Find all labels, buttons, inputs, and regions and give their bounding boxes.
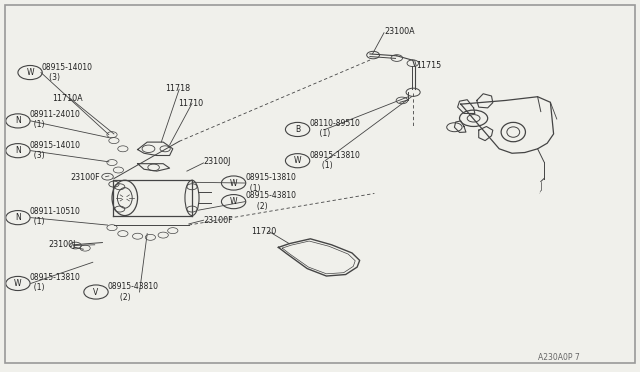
Text: 08915-13810
     (1): 08915-13810 (1) (310, 151, 360, 170)
Text: B: B (295, 125, 300, 134)
Text: 11710: 11710 (178, 99, 203, 108)
Text: 08110-89510
    (1): 08110-89510 (1) (310, 119, 360, 138)
Text: 11715: 11715 (416, 61, 441, 70)
Text: 23100J: 23100J (48, 240, 76, 249)
Text: W: W (294, 156, 301, 165)
Text: W: W (14, 279, 22, 288)
Text: 08915-13810
  (1): 08915-13810 (1) (29, 273, 80, 292)
Text: 08915-43810
     (2): 08915-43810 (2) (245, 191, 296, 211)
Text: 08915-14010
  (3): 08915-14010 (3) (29, 141, 81, 160)
Text: 23100F: 23100F (70, 173, 100, 182)
Text: 11718: 11718 (165, 84, 190, 93)
Text: 08915-43810
     (2): 08915-43810 (2) (108, 282, 159, 302)
Text: 23100A: 23100A (384, 27, 415, 36)
Text: 08915-14010
   (3): 08915-14010 (3) (42, 63, 93, 82)
Text: W: W (230, 179, 237, 187)
Text: W: W (26, 68, 34, 77)
Text: 11720: 11720 (252, 227, 276, 236)
Text: N: N (15, 116, 20, 125)
Text: 08911-10510
  (1): 08911-10510 (1) (29, 207, 80, 226)
Text: 08915-13810
  (1): 08915-13810 (1) (245, 173, 296, 193)
Text: 23100F: 23100F (204, 216, 233, 225)
Text: V: V (93, 288, 99, 296)
Text: 11710A: 11710A (52, 94, 83, 103)
Text: 23100J: 23100J (204, 157, 231, 166)
Text: N: N (15, 146, 20, 155)
Text: W: W (230, 197, 237, 206)
Text: N: N (15, 213, 20, 222)
Text: 08911-24010
  (1): 08911-24010 (1) (29, 110, 80, 129)
Text: A230A0P 7: A230A0P 7 (538, 353, 579, 362)
